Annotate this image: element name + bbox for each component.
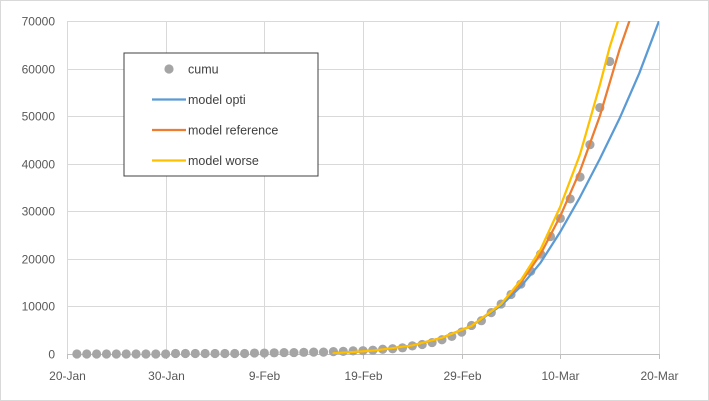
x-tick-label: 10-Mar	[541, 369, 579, 383]
point-cumu	[111, 349, 121, 359]
point-cumu	[200, 348, 210, 359]
point-cumu	[161, 349, 171, 359]
point-cumu	[309, 347, 319, 357]
y-tick-label: 0	[48, 348, 55, 362]
x-tick-label: 20-Jan	[49, 369, 86, 383]
legend-label-model-worse: model worse	[188, 154, 259, 168]
point-cumu	[289, 347, 299, 358]
legend-label-model-reference: model reference	[188, 124, 278, 138]
point-cumu	[141, 349, 151, 359]
point-cumu	[151, 349, 161, 359]
legend: cumu model opti model reference model worse	[123, 52, 319, 177]
legend-box	[123, 52, 319, 177]
point-cumu	[259, 348, 269, 358]
point-cumu	[299, 347, 309, 357]
line-model-worse	[332, 21, 620, 354]
x-tick-label: 29-Feb	[443, 369, 481, 383]
y-tick-label: 60000	[22, 63, 56, 77]
point-cumu	[131, 349, 141, 359]
point-cumu	[318, 347, 329, 357]
y-tick-label: 10000	[22, 300, 56, 314]
point-cumu	[249, 348, 260, 358]
point-cumu	[220, 348, 230, 359]
point-cumu	[170, 348, 181, 359]
y-tick-label: 50000	[22, 110, 56, 124]
y-tick-label: 30000	[22, 205, 56, 219]
point-cumu	[269, 348, 279, 358]
legend-items: cumu model opti model reference model worse	[152, 63, 278, 168]
point-cumu	[210, 348, 220, 359]
point-cumu	[121, 349, 131, 359]
y-tick-label: 20000	[22, 253, 56, 267]
point-cumu	[101, 349, 112, 359]
point-cumu	[230, 348, 240, 359]
x-tick-label: 9-Feb	[249, 369, 281, 383]
legend-label-cumu: cumu	[188, 63, 219, 77]
point-cumu	[328, 347, 338, 357]
y-tick-label: 70000	[22, 15, 56, 29]
point-cumu	[72, 349, 82, 359]
series-layer	[72, 21, 659, 359]
point-cumu	[240, 348, 250, 359]
point-cumu	[279, 347, 289, 358]
point-cumu	[190, 348, 200, 359]
x-tick-label: 20-Mar	[640, 369, 678, 383]
point-cumu	[92, 349, 102, 359]
y-tick-label: 40000	[22, 158, 56, 172]
x-tick-label: 19-Feb	[344, 369, 382, 383]
legend-marker-cumu	[164, 64, 174, 74]
point-cumu	[180, 348, 190, 359]
legend-label-model-opti: model opti	[188, 93, 246, 107]
point-cumu	[82, 349, 92, 359]
x-tick-label: 30-Jan	[148, 369, 185, 383]
